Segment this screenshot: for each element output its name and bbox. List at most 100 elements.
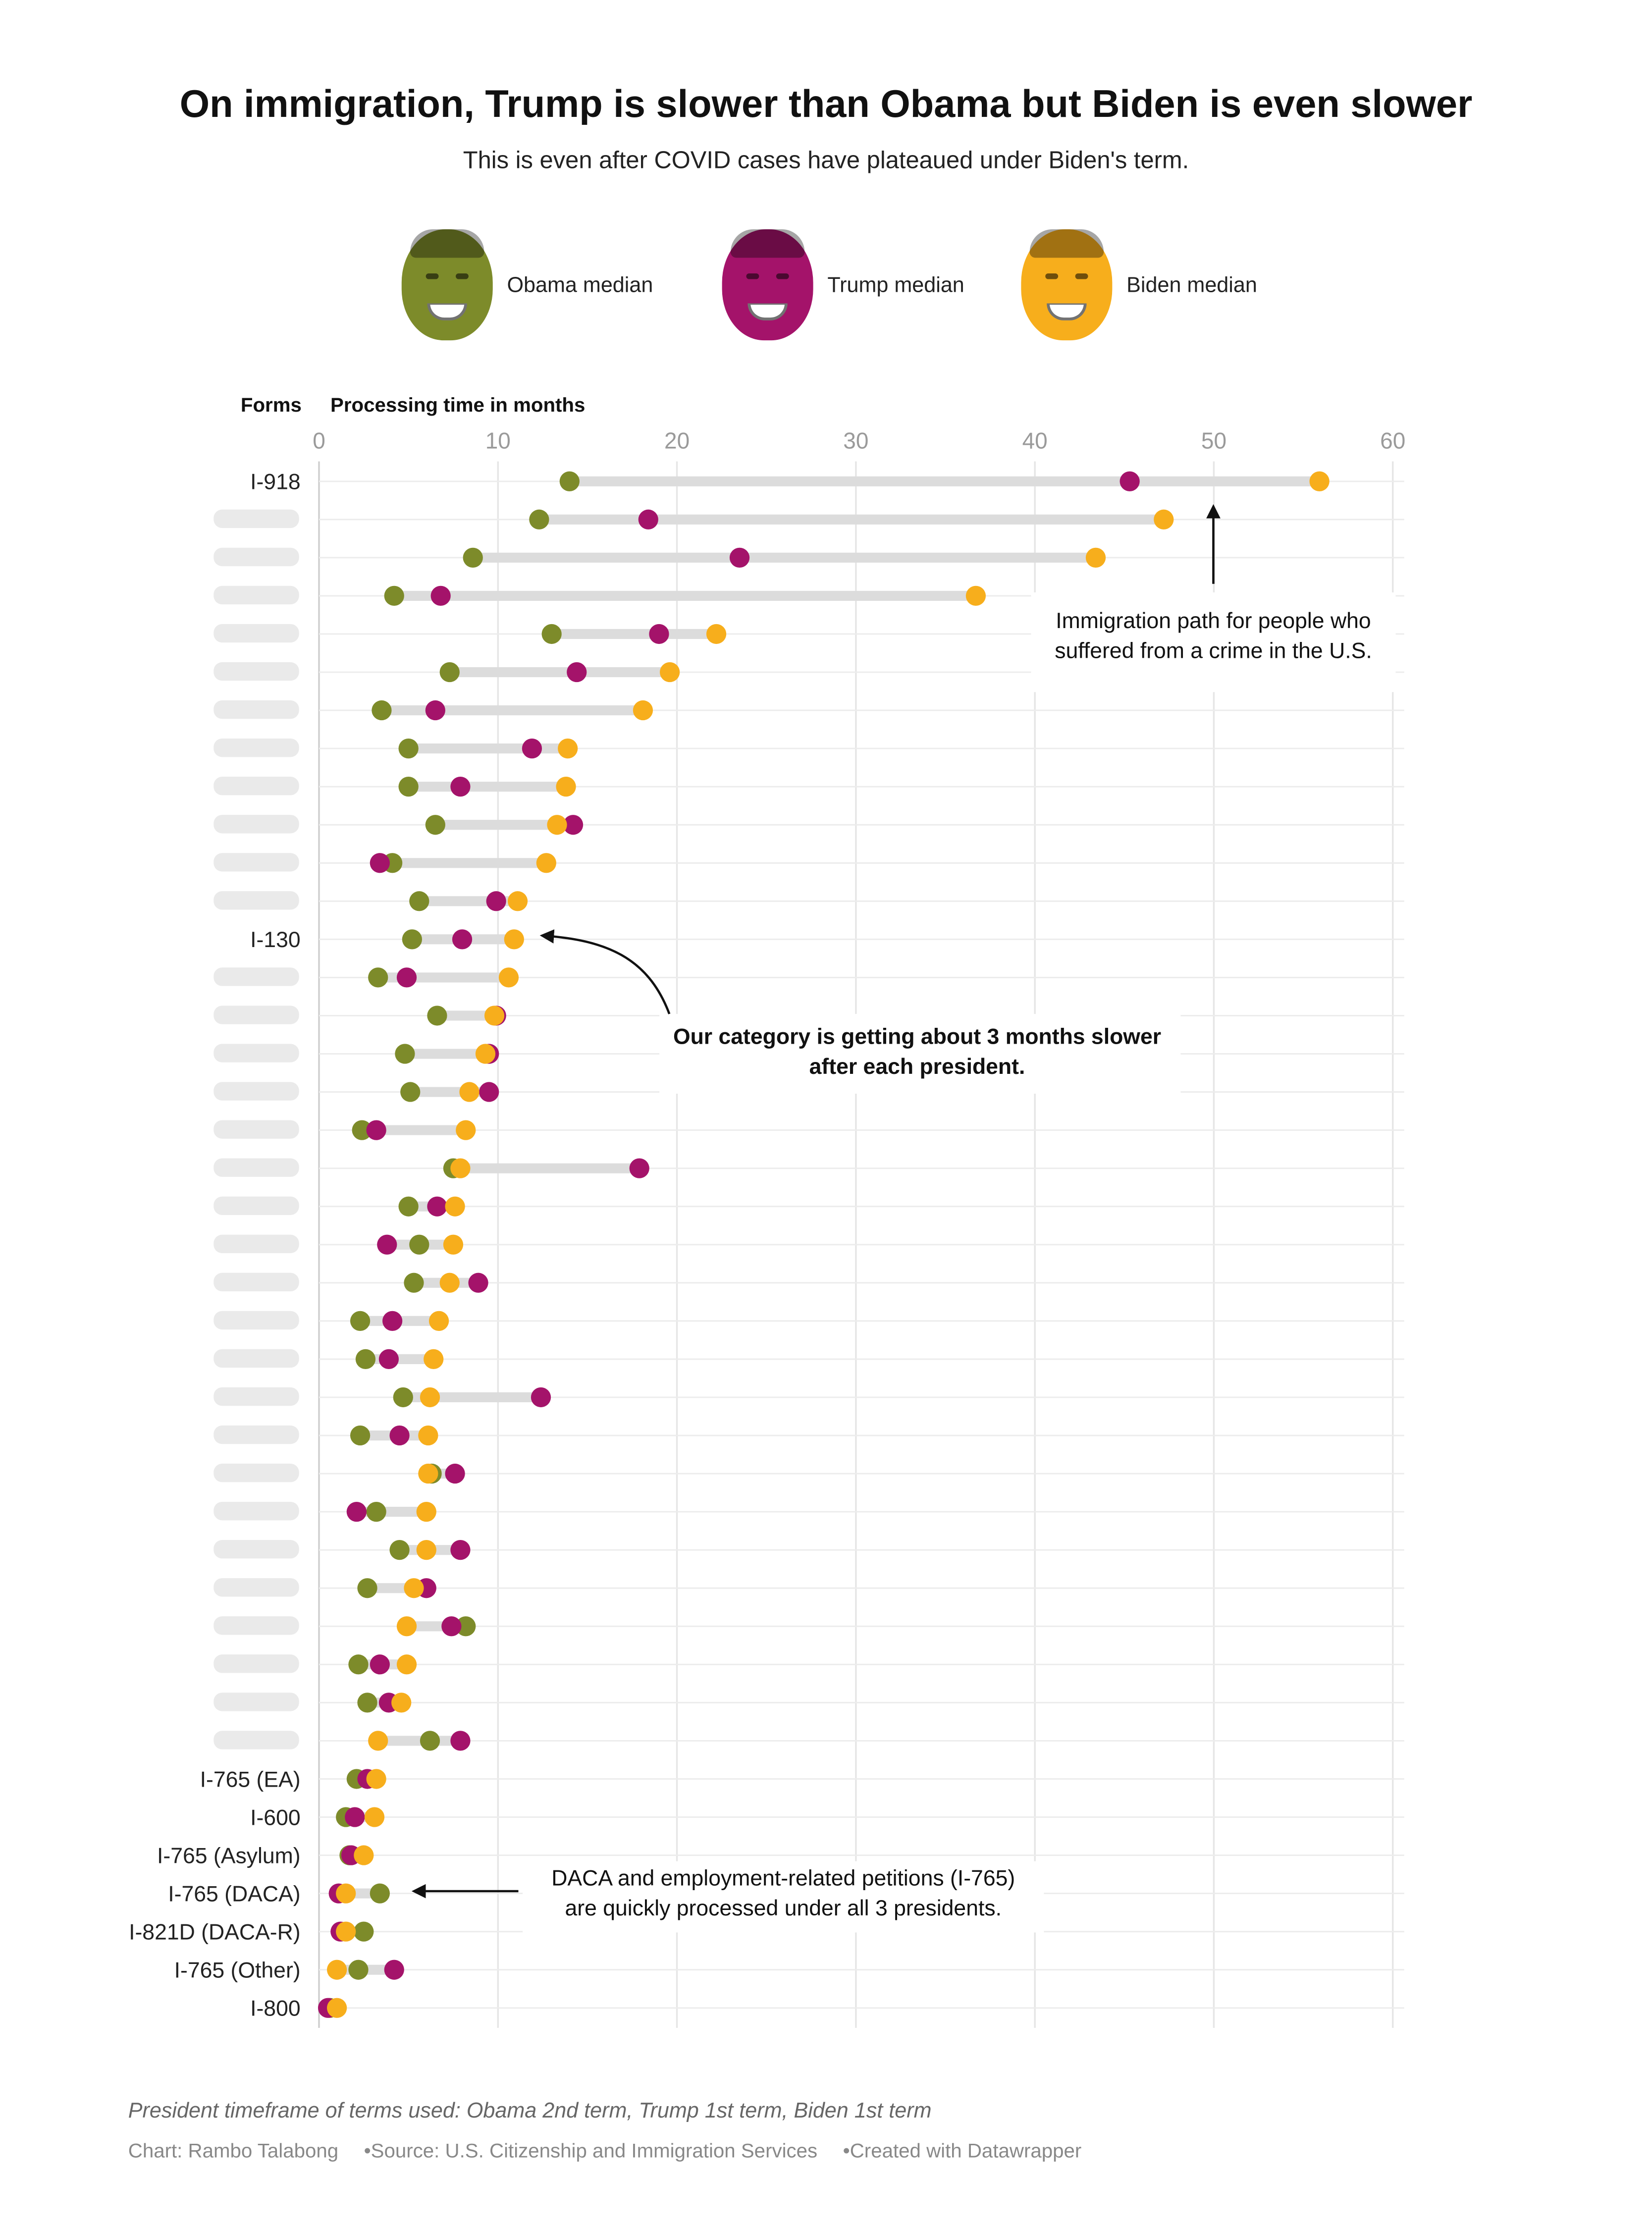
annotation-1-text-line: suffered from a crime in the U.S. [1055,638,1372,663]
dot-trump [445,1463,465,1484]
chart-title: On immigration, Trump is slower than Oba… [179,82,1473,125]
dot-trump [629,1158,649,1178]
row-label-redacted [213,1463,299,1483]
row-label-redacted [213,1196,299,1215]
row-label-redacted [213,1044,299,1062]
biden-face-icon [1021,229,1113,341]
row-label: I-918 [250,470,301,494]
dot-biden [536,853,556,873]
dot-trump [450,1731,471,1751]
dot-trump [441,1616,462,1637]
dot-obama [425,815,445,835]
footer-note: President timeframe of terms used: Obama… [128,2099,932,2123]
dot-biden [424,1349,444,1370]
dot-obama [348,1654,369,1675]
dot-biden [484,1006,505,1026]
annotation-3-text-line: DACA and employment-related petitions (I… [551,1866,1015,1891]
dot-biden [396,1616,417,1637]
dot-obama [348,1960,369,1980]
row-label-redacted [213,1501,299,1521]
annotation-2-background [659,1014,1181,1094]
dot-biden [660,662,680,683]
dot-biden [404,1578,424,1598]
dot-biden [439,1272,460,1293]
dot-biden [450,1158,471,1178]
dot-obama [427,1006,447,1026]
dot-obama [439,662,460,683]
dot-biden [1154,509,1174,530]
dot-trump [522,738,542,759]
dot-biden [459,1082,480,1102]
source-credit: •Source: U.S. Citizenship and Immigratio… [364,2139,818,2162]
dot-obama [541,624,562,644]
dot-biden [354,1845,374,1865]
row-label-redacted [213,1082,299,1101]
dot-biden [456,1120,476,1140]
dot-obama [366,1501,386,1522]
dot-trump [430,585,451,606]
dot-trump [370,1654,390,1675]
obama-face-icon [401,229,493,341]
dot-obama [357,1578,377,1598]
dot-obama [355,1349,376,1370]
dot-trump [384,1960,404,1980]
dot-biden [443,1234,464,1255]
row-label-redacted [213,738,299,757]
x-tick-label: 50 [1201,428,1226,454]
dot-obama [456,1616,476,1637]
x-tick-label: 0 [313,428,325,454]
annotation-2-arrow [539,929,671,1014]
row-label-redacted [213,777,299,795]
chart-credit: Chart: Rambo Talabong [128,2139,339,2162]
dot-trump [370,853,390,873]
dot-obama [372,700,392,721]
dot-obama [398,738,419,759]
dot-trump [378,1349,399,1370]
dot-biden [418,1425,438,1446]
dot-trump [649,624,669,644]
dot-biden [507,891,528,911]
created-credit: •Created with Datawrapper [843,2139,1082,2162]
dot-obama [389,1540,410,1560]
dot-trump [425,700,445,721]
dot-biden [633,700,653,721]
dot-obama [384,585,404,606]
row-label: I-765 (EA) [200,1767,301,1792]
axis-title: Processing time in months [330,394,585,416]
row-label-redacted [213,1158,299,1177]
dot-biden [336,1921,356,1942]
dot-biden [475,1044,496,1064]
dot-trump [638,509,658,530]
dot-biden [416,1501,436,1522]
row-label-redacted [213,547,299,567]
dot-trump [452,929,473,950]
dot-trump [382,1311,403,1331]
dot-obama [409,891,429,911]
legend-label-trump: Trump median [827,272,964,297]
dot-trump [450,777,471,797]
row-label-redacted [213,1425,299,1444]
row-label: I-821D (DACA-R) [129,1920,301,1944]
row-label-redacted [213,1349,299,1368]
dot-obama [352,1120,372,1140]
dot-biden [556,777,576,797]
dot-obama [370,1883,390,1904]
row-label-redacted [213,662,299,681]
x-tick-label: 40 [1022,428,1048,454]
chart-subtitle: This is even after COVID cases have plat… [463,147,1189,174]
dot-obama [409,1234,429,1255]
dot-biden [368,1731,388,1751]
dot-biden [418,1463,438,1484]
dot-biden [416,1540,436,1560]
dot-obama [395,1044,415,1064]
dot-obama [404,1272,424,1293]
dot-trump [396,967,417,988]
dot-trump [345,1807,365,1827]
row-label-redacted [213,509,299,529]
annotation-1-background [1031,592,1396,692]
dot-trump [389,1425,410,1446]
row-label-redacted [213,585,299,605]
dot-biden [420,1387,440,1408]
